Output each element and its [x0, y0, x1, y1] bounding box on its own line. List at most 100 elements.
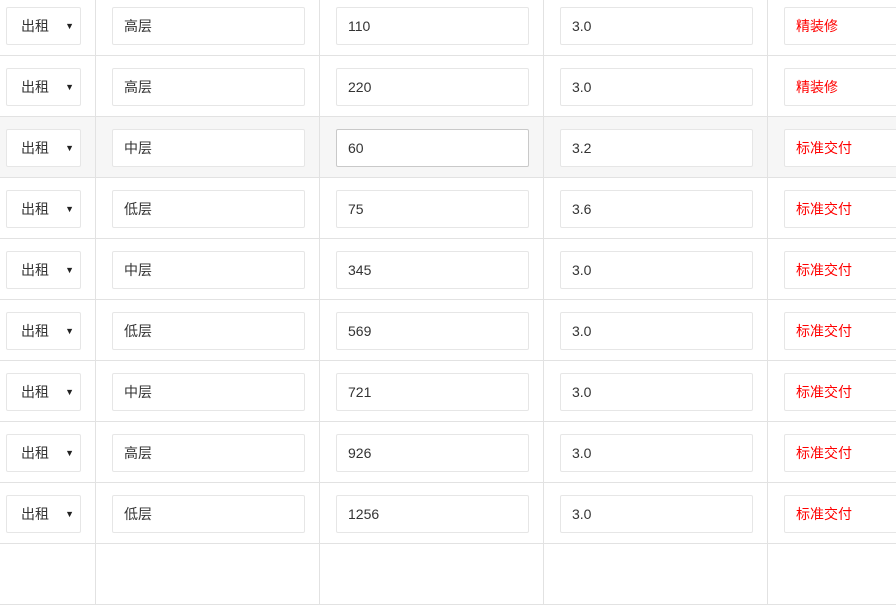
area-input-value: 1256 — [348, 506, 380, 522]
decoration-input[interactable]: 标准交付 — [784, 373, 896, 411]
decoration-input-value: 标准交付 — [796, 506, 852, 522]
height-input[interactable]: 3.0 — [560, 434, 753, 472]
floor-input[interactable]: 低层 — [112, 495, 305, 533]
height-input[interactable]: 3.0 — [560, 251, 753, 289]
table-cell: 标准交付 — [768, 483, 896, 543]
floor-input[interactable]: 低层 — [112, 312, 305, 350]
table-cell — [544, 544, 768, 604]
type-select[interactable]: 出租 ▼ — [6, 7, 81, 45]
floor-input[interactable]: 高层 — [112, 7, 305, 45]
height-input[interactable]: 3.0 — [560, 68, 753, 106]
table-cell: 标准交付 — [768, 178, 896, 238]
decoration-input[interactable]: 标准交付 — [784, 312, 896, 350]
height-input[interactable]: 3.0 — [560, 373, 753, 411]
table-cell: 低层 — [96, 483, 320, 543]
floor-input[interactable]: 中层 — [112, 129, 305, 167]
table-cell: 721 — [320, 361, 544, 421]
area-input-value: 110 — [348, 18, 371, 34]
decoration-input[interactable]: 标准交付 — [784, 129, 896, 167]
decoration-input[interactable]: 精装修 — [784, 68, 896, 106]
decoration-input-value: 标准交付 — [796, 445, 852, 461]
decoration-input-value: 精装修 — [796, 79, 838, 95]
caret-down-icon[interactable]: ▼ — [65, 448, 74, 458]
type-select[interactable]: 出租 ▼ — [6, 434, 81, 472]
decoration-input-value: 精装修 — [796, 18, 838, 34]
area-input[interactable]: 569 — [336, 312, 529, 350]
decoration-input[interactable]: 标准交付 — [784, 190, 896, 228]
height-input[interactable]: 3.0 — [560, 495, 753, 533]
table-cell: 标准交付 — [768, 117, 896, 177]
height-input-value: 3.0 — [572, 506, 592, 522]
table-cell: 3.2 — [544, 117, 768, 177]
table-cell: 中层 — [96, 239, 320, 299]
table-cell: 3.0 — [544, 422, 768, 482]
table-cell: 出租 ▼ — [0, 0, 96, 55]
height-input-value: 3.0 — [572, 79, 592, 95]
caret-down-icon[interactable]: ▼ — [65, 82, 74, 92]
area-input[interactable]: 1256 — [336, 495, 529, 533]
area-input-value: 721 — [348, 384, 372, 400]
caret-down-icon[interactable]: ▼ — [65, 21, 74, 31]
table-row: 出租 ▼ 低层 1256 3.0 标准交付 — [0, 483, 896, 544]
table-cell: 926 — [320, 422, 544, 482]
table-cell: 出租 ▼ — [0, 239, 96, 299]
caret-down-icon[interactable]: ▼ — [65, 204, 74, 214]
table-cell: 中层 — [96, 117, 320, 177]
decoration-input[interactable]: 标准交付 — [784, 495, 896, 533]
decoration-input-value: 标准交付 — [796, 140, 852, 156]
type-select[interactable]: 出租 ▼ — [6, 68, 81, 106]
type-select[interactable]: 出租 ▼ — [6, 251, 81, 289]
type-select[interactable]: 出租 ▼ — [6, 129, 81, 167]
decoration-input[interactable]: 标准交付 — [784, 434, 896, 472]
type-select-value: 出租 — [21, 140, 49, 156]
table-cell: 低层 — [96, 300, 320, 360]
height-input[interactable]: 3.0 — [560, 312, 753, 350]
table-cell: 出租 ▼ — [0, 178, 96, 238]
table-row: 出租 ▼ 中层 345 3.0 标准交付 — [0, 239, 896, 300]
floor-input[interactable]: 高层 — [112, 434, 305, 472]
type-select[interactable]: 出租 ▼ — [6, 373, 81, 411]
type-select-value: 出租 — [21, 323, 49, 339]
area-input[interactable]: 60 — [336, 129, 529, 167]
floor-input[interactable]: 中层 — [112, 251, 305, 289]
type-select[interactable]: 出租 ▼ — [6, 312, 81, 350]
caret-down-icon[interactable]: ▼ — [65, 265, 74, 275]
table-cell: 出租 ▼ — [0, 361, 96, 421]
table-cell: 220 — [320, 56, 544, 116]
decoration-input-value: 标准交付 — [796, 384, 852, 400]
table-cell: 569 — [320, 300, 544, 360]
area-input[interactable]: 721 — [336, 373, 529, 411]
table-cell: 3.0 — [544, 239, 768, 299]
area-input[interactable]: 110 — [336, 7, 529, 45]
decoration-input-value: 标准交付 — [796, 201, 852, 217]
table-cell: 3.0 — [544, 56, 768, 116]
floor-input[interactable]: 高层 — [112, 68, 305, 106]
decoration-input-value: 标准交付 — [796, 262, 852, 278]
decoration-input-value: 标准交付 — [796, 323, 852, 339]
type-select-value: 出租 — [21, 506, 49, 522]
area-input-value: 60 — [348, 140, 364, 156]
table-cell: 110 — [320, 0, 544, 55]
type-select[interactable]: 出租 ▼ — [6, 190, 81, 228]
table-row: 出租 ▼ 高层 220 3.0 精装修 — [0, 56, 896, 117]
caret-down-icon[interactable]: ▼ — [65, 326, 74, 336]
caret-down-icon[interactable]: ▼ — [65, 387, 74, 397]
floor-input[interactable]: 中层 — [112, 373, 305, 411]
decoration-input[interactable]: 标准交付 — [784, 251, 896, 289]
area-input[interactable]: 345 — [336, 251, 529, 289]
area-input[interactable]: 220 — [336, 68, 529, 106]
type-select[interactable]: 出租 ▼ — [6, 495, 81, 533]
caret-down-icon[interactable]: ▼ — [65, 143, 74, 153]
floor-input[interactable]: 低层 — [112, 190, 305, 228]
height-input[interactable]: 3.6 — [560, 190, 753, 228]
area-input-value: 220 — [348, 79, 372, 95]
table-cell: 低层 — [96, 178, 320, 238]
table-cell: 标准交付 — [768, 239, 896, 299]
floor-input-value: 中层 — [124, 140, 152, 156]
area-input[interactable]: 926 — [336, 434, 529, 472]
height-input[interactable]: 3.0 — [560, 7, 753, 45]
decoration-input[interactable]: 精装修 — [784, 7, 896, 45]
caret-down-icon[interactable]: ▼ — [65, 509, 74, 519]
area-input[interactable]: 75 — [336, 190, 529, 228]
height-input[interactable]: 3.2 — [560, 129, 753, 167]
